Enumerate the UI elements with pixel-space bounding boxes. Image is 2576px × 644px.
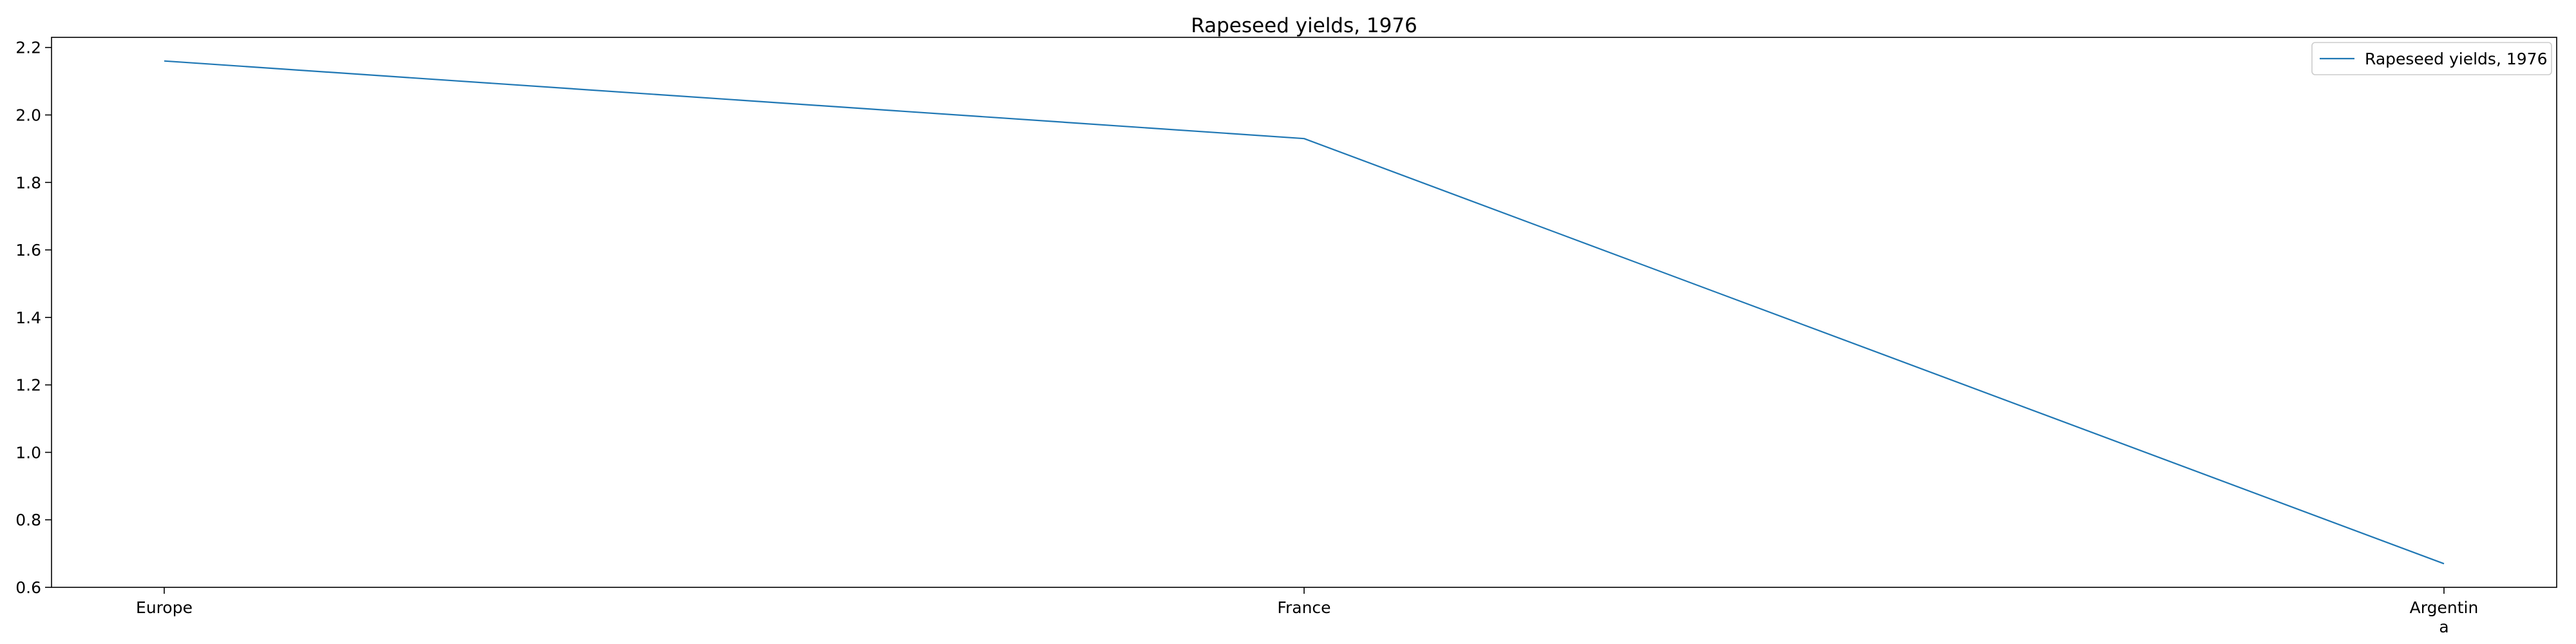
x-tick-label: Europe [136,598,193,617]
x-tick-label-line: a [2439,618,2448,636]
y-tick-label: 1.2 [15,376,41,395]
x-axis: Europe France Argentin a [136,587,2478,636]
legend-label-0: Rapeseed yields, 1976 [2365,50,2547,68]
y-tick-label: 1.0 [15,443,41,462]
y-tick-label: 0.8 [15,511,41,529]
y-tick-label: 2.0 [15,106,41,125]
x-tick-label-line: Europe [136,598,193,617]
legend-box [2311,42,2552,75]
x-tick-label-line: France [1277,598,1331,617]
y-axis: 0.6 0.8 1.0 1.2 1.4 1.6 1.8 2.0 2.2 [15,39,52,597]
plot-area-frame [51,37,2557,588]
series-layer [164,60,2445,565]
x-tick-label: Argentin a [2410,598,2479,636]
x-tick-label: France [1277,598,1331,617]
y-tick-label: 0.6 [15,578,41,597]
y-tick-label: 2.2 [15,39,41,57]
x-tick-label-line: Argentin [2410,598,2479,617]
chart-title: Rapeseed yields, 1976 [1191,14,1417,37]
y-tick-label: 1.6 [15,241,41,260]
y-tick-label: 1.4 [15,308,41,327]
series-line-0 [164,60,2445,565]
legend: Rapeseed yields, 1976 [2311,42,2552,75]
y-tick-label: 1.8 [15,173,41,192]
